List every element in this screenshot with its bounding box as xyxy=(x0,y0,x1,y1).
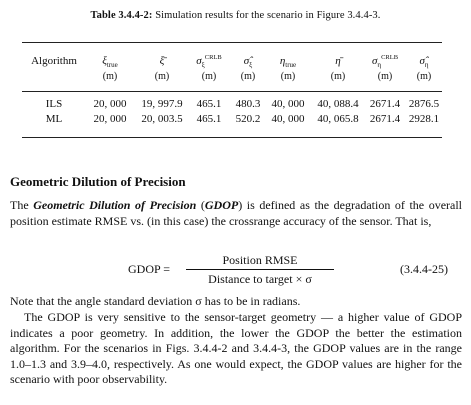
table-caption: Table 3.4.4-2: Simulation results for th… xyxy=(0,10,471,21)
header-sigma-eta-symbol: σ xyxy=(371,55,378,67)
fraction-bar xyxy=(186,269,334,270)
table-cell: 520.2 xyxy=(235,113,261,125)
table-cell: 2671.4 xyxy=(369,98,401,110)
gdop-equation: GDOP = Position RMSE Distance to target … xyxy=(0,253,471,289)
header-xi-bar-symbol: ξ̄ xyxy=(159,55,165,67)
header-sigma-xi-sub: ξ xyxy=(201,61,205,69)
unit-eta-bar: (m) xyxy=(330,71,346,82)
table-cell: 20, 003.5 xyxy=(141,113,183,125)
table-cell: 20, 000 xyxy=(93,113,127,125)
radians-note: Note that the angle standard deviation σ… xyxy=(10,294,301,308)
header-sigma-eta-hat-sub: η xyxy=(424,61,429,69)
equation-fraction: Position RMSE Distance to target × σ xyxy=(186,253,334,287)
gdop-definition-paragraph: The Geometric Dilution of Precision (GDO… xyxy=(10,198,462,229)
header-sigma-eta-hat-symbol: σ̂ xyxy=(419,55,425,67)
header-sigma-xi-hat: σ̂ξ xyxy=(230,55,266,69)
header-xi-bar: ξ̄ xyxy=(136,55,188,67)
table-top-rule xyxy=(22,42,442,43)
header-eta-symbol: η xyxy=(279,55,286,67)
table-cell: 465.1 xyxy=(196,113,222,125)
header-xi-sub: true xyxy=(106,61,118,69)
table-cell: 480.3 xyxy=(235,98,261,110)
para1-text-b: ( xyxy=(196,198,205,212)
table-cell: 40, 065.8 xyxy=(317,113,359,125)
table-cell: 2876.5 xyxy=(408,98,440,110)
unit-sigma-xi-crlb: (m) xyxy=(201,71,217,82)
equation-lhs: GDOP = xyxy=(128,262,170,276)
header-sigma-eta-crlb: σηCRLB xyxy=(364,54,406,69)
table-cell: 40, 088.4 xyxy=(317,98,359,110)
header-sigma-xi-hat-sub: ξ xyxy=(249,61,253,69)
table-header-rule xyxy=(22,91,442,92)
header-xi-symbol: ξ xyxy=(102,55,107,67)
equation-denominator: Distance to target × σ xyxy=(208,272,312,286)
table-cell: 2671.4 xyxy=(369,113,401,125)
para1-text-a: The xyxy=(10,198,34,212)
table-cell: ILS xyxy=(45,98,63,110)
header-eta-bar-symbol: η̄ xyxy=(335,55,341,67)
header-sigma-xi-crlb: σξCRLB xyxy=(188,54,230,69)
table-caption-label: Table 3.4.4-2: xyxy=(90,10,153,21)
table-cell: 40, 000 xyxy=(271,98,305,110)
table-cell: 40, 000 xyxy=(271,113,305,125)
gdop-sensitivity-paragraph: The GDOP is very sensitive to the sensor… xyxy=(10,310,462,386)
header-eta-true: ηtrue xyxy=(266,55,310,69)
header-eta-bar: η̄ xyxy=(312,55,364,67)
unit-eta-true: (m) xyxy=(280,71,296,82)
header-sigma-xi-hat-symbol: σ̂ xyxy=(243,55,250,67)
gdop-abbr: GDOP xyxy=(204,198,239,212)
table-cell: 465.1 xyxy=(196,98,222,110)
section-title: Geometric Dilution of Precision xyxy=(10,174,186,189)
unit-sigma-eta-hat: (m) xyxy=(416,71,432,82)
table-caption-text: Simulation results for the scenario in F… xyxy=(155,10,381,21)
table-bottom-rule xyxy=(22,137,442,138)
para1-text-c: ) is defined as the degradation of the o… xyxy=(10,198,463,228)
header-algorithm: Algorithm xyxy=(31,55,77,67)
header-eta-sub: true xyxy=(285,61,297,69)
header-sigma-xi-sup: CRLB xyxy=(204,54,222,61)
unit-sigma-xi-hat: (m) xyxy=(240,71,256,82)
gdop-term: Geometric Dilution of Precision xyxy=(33,198,197,212)
table-cell: 20, 000 xyxy=(93,98,127,110)
table-cell: 2928.1 xyxy=(408,113,440,125)
table-cell: ML xyxy=(45,113,63,125)
equation-numerator: Position RMSE xyxy=(222,253,298,267)
equation-number: (3.4.4-25) xyxy=(400,262,448,276)
table-cell: 19, 997.9 xyxy=(141,98,183,110)
unit-sigma-eta-crlb: (m) xyxy=(377,71,393,82)
header-sigma-eta-sup: CRLB xyxy=(381,54,399,61)
unit-xi-bar: (m) xyxy=(154,71,170,82)
header-sigma-eta-sub: η xyxy=(377,61,382,69)
unit-xi-true: (m) xyxy=(102,71,118,82)
header-sigma-xi-symbol: σ xyxy=(196,55,202,67)
header-xi-true: ξtrue xyxy=(88,55,132,69)
header-sigma-eta-hat: σ̂η xyxy=(406,55,442,69)
